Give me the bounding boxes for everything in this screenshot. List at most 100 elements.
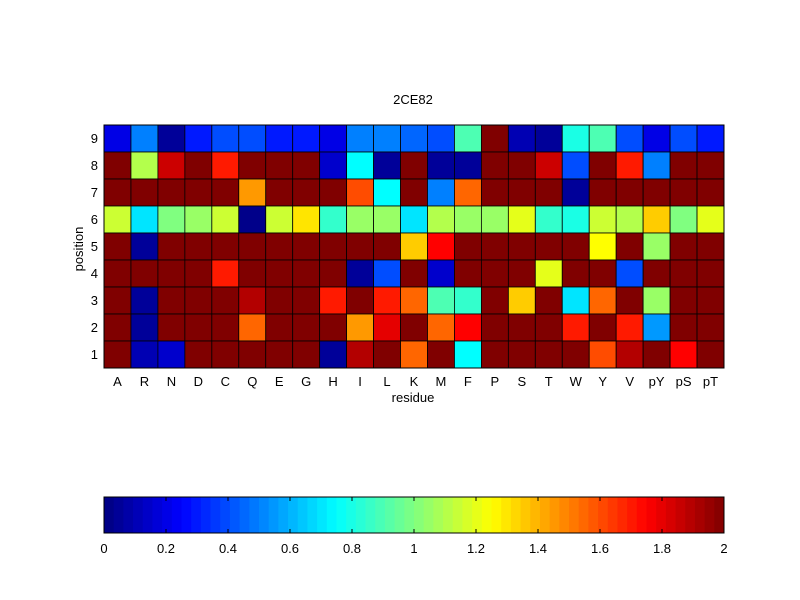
x-tick-label: pY bbox=[649, 374, 665, 389]
heatmap-cell bbox=[588, 259, 617, 288]
y-tick-label: 2 bbox=[91, 320, 98, 335]
heatmap-cell bbox=[480, 286, 509, 315]
heatmap-cell bbox=[480, 259, 509, 288]
heatmap-cell bbox=[184, 340, 213, 369]
heatmap-cell bbox=[319, 232, 348, 261]
colorbar-swatch bbox=[142, 497, 153, 533]
colorbar-tick-label: 1.8 bbox=[653, 541, 671, 556]
heatmap-cell bbox=[319, 205, 348, 234]
y-tick-label: 5 bbox=[91, 239, 98, 254]
colorbar-swatch bbox=[307, 497, 318, 533]
heatmap-cell bbox=[184, 124, 213, 153]
heatmap-cell bbox=[669, 151, 698, 180]
x-tick-label: H bbox=[328, 374, 337, 389]
colorbar-swatch bbox=[384, 497, 396, 533]
heatmap-cell bbox=[319, 259, 348, 288]
heatmap-cell bbox=[642, 259, 671, 288]
heatmap-cell bbox=[292, 340, 321, 369]
heatmap-cell bbox=[480, 151, 509, 180]
heatmap-cell bbox=[642, 286, 671, 315]
colorbar-swatch bbox=[646, 497, 657, 533]
colorbar-swatch bbox=[636, 497, 647, 533]
heatmap-cell bbox=[669, 286, 698, 315]
y-tick-label: 7 bbox=[91, 185, 98, 200]
heatmap-cell bbox=[238, 286, 267, 315]
heatmap-cell bbox=[561, 178, 590, 207]
colorbar-swatch bbox=[355, 497, 366, 533]
heatmap-cell bbox=[669, 340, 698, 369]
colorbar-swatch bbox=[520, 497, 531, 533]
colorbar-tick-label: 2 bbox=[720, 541, 727, 556]
colorbar-swatch bbox=[229, 497, 241, 533]
colorbar-swatch bbox=[317, 497, 328, 533]
heatmap-cell bbox=[454, 340, 482, 369]
heatmap-cell bbox=[400, 124, 428, 153]
heatmap-cell bbox=[427, 124, 455, 153]
x-tick-label: Y bbox=[598, 374, 607, 389]
heatmap-cell bbox=[669, 205, 698, 234]
colorbar-swatch bbox=[220, 497, 231, 533]
heatmap-cell bbox=[534, 232, 563, 261]
y-axis-label: position bbox=[71, 227, 86, 272]
heatmap-cell bbox=[588, 205, 617, 234]
heatmap-cell bbox=[265, 151, 294, 180]
heatmap-cell bbox=[507, 232, 536, 261]
heatmap-cell bbox=[346, 178, 374, 207]
y-tick-label: 9 bbox=[91, 131, 98, 146]
heatmap-cell bbox=[265, 313, 294, 342]
heatmap-cell bbox=[588, 151, 617, 180]
heatmap-cell bbox=[615, 232, 644, 261]
colorbar-swatch bbox=[675, 497, 686, 533]
heatmap-cell bbox=[292, 178, 321, 207]
heatmap-cell bbox=[211, 259, 240, 288]
colorbar-swatch bbox=[365, 497, 376, 533]
heatmap-frame bbox=[103, 124, 725, 369]
heatmap-cell bbox=[157, 313, 186, 342]
heatmap-cell bbox=[157, 286, 186, 315]
heatmap-cell bbox=[507, 286, 536, 315]
heatmap-cell bbox=[184, 313, 213, 342]
heatmap-cell bbox=[615, 286, 644, 315]
heatmap-cell bbox=[346, 205, 374, 234]
colorbar-swatch bbox=[472, 497, 483, 533]
heatmap-cell bbox=[373, 151, 401, 180]
heatmap-cell bbox=[454, 205, 482, 234]
x-tick-label: P bbox=[491, 374, 500, 389]
heatmap-cell bbox=[184, 232, 213, 261]
heatmap-cell bbox=[184, 178, 213, 207]
heatmap-cell bbox=[265, 259, 294, 288]
x-tick-label: V bbox=[625, 374, 634, 389]
x-tick-label: S bbox=[517, 374, 526, 389]
colorbar-swatch bbox=[578, 497, 589, 533]
heatmap-cell bbox=[615, 313, 644, 342]
heatmap-cell bbox=[696, 259, 725, 288]
heatmap-cell bbox=[103, 151, 132, 180]
heatmap-cell bbox=[507, 151, 536, 180]
colorbar-tick-label: 0.2 bbox=[157, 541, 175, 556]
x-tick-label: G bbox=[301, 374, 311, 389]
heatmap-cell bbox=[696, 232, 725, 261]
y-tick-label: 3 bbox=[91, 293, 98, 308]
heatmap-cell bbox=[534, 178, 563, 207]
heatmap-cell bbox=[103, 178, 132, 207]
colorbar-swatch bbox=[569, 497, 580, 533]
colorbar-swatch bbox=[239, 497, 250, 533]
heatmap-cell bbox=[292, 286, 321, 315]
heatmap-cell bbox=[400, 313, 428, 342]
colorbar-swatch bbox=[714, 497, 725, 533]
x-tick-label: K bbox=[410, 374, 419, 389]
heatmap-cell bbox=[696, 340, 725, 369]
heatmap-cell bbox=[103, 205, 132, 234]
heatmap-cell bbox=[103, 340, 132, 369]
heatmap-cell bbox=[454, 313, 482, 342]
colorbar-tick-labels: 0 0.2 0.4 0.6 0.8 1 1.2 1.4 1.6 1.8 2 bbox=[100, 497, 728, 556]
colorbar-swatch bbox=[452, 497, 463, 533]
heatmap-cell bbox=[157, 151, 186, 180]
colorbar-swatch bbox=[501, 497, 512, 533]
colorbar-swatch bbox=[268, 497, 279, 533]
heatmap-cell bbox=[130, 178, 159, 207]
heatmap-cell bbox=[507, 124, 536, 153]
colorbar-swatch bbox=[549, 497, 560, 533]
heatmap-cell bbox=[346, 232, 374, 261]
